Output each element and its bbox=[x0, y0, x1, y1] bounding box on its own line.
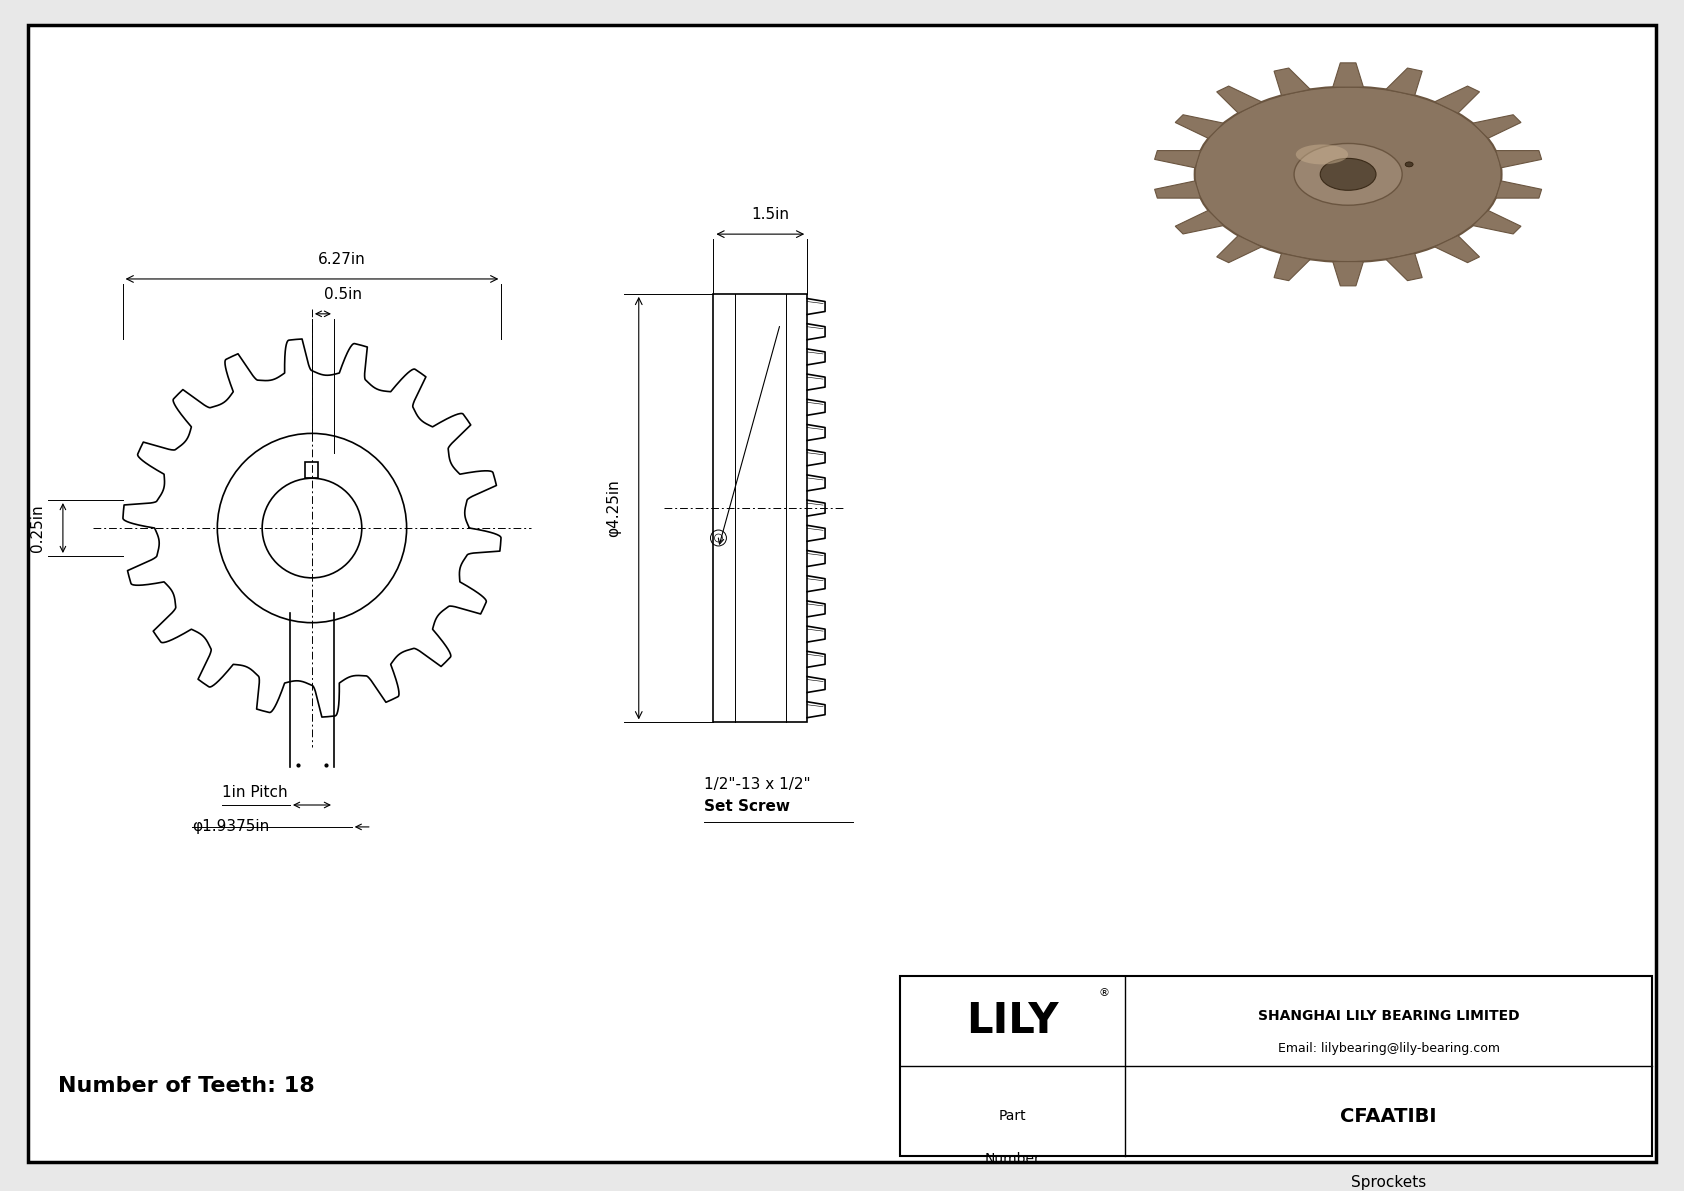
Ellipse shape bbox=[1320, 158, 1376, 191]
Text: 0.25in: 0.25in bbox=[30, 504, 45, 551]
Polygon shape bbox=[1175, 114, 1224, 138]
Polygon shape bbox=[1275, 254, 1310, 281]
Polygon shape bbox=[1495, 150, 1541, 168]
Text: 0.5in: 0.5in bbox=[323, 287, 362, 301]
Text: SHANGHAI LILY BEARING LIMITED: SHANGHAI LILY BEARING LIMITED bbox=[1258, 1009, 1519, 1023]
Text: Number: Number bbox=[985, 1152, 1041, 1166]
Text: Part: Part bbox=[999, 1109, 1027, 1123]
Ellipse shape bbox=[1295, 144, 1349, 164]
Polygon shape bbox=[1474, 114, 1521, 138]
Text: Number of Teeth: 18: Number of Teeth: 18 bbox=[57, 1075, 315, 1096]
Ellipse shape bbox=[1404, 162, 1413, 167]
Polygon shape bbox=[1474, 211, 1521, 233]
Polygon shape bbox=[1435, 236, 1480, 263]
Text: LILY: LILY bbox=[967, 1000, 1059, 1042]
Bar bbox=[714, 294, 807, 722]
Polygon shape bbox=[1435, 86, 1480, 113]
Polygon shape bbox=[1175, 211, 1224, 233]
Text: CFAATIBI: CFAATIBI bbox=[1340, 1106, 1436, 1125]
Text: Email: lilybearing@lily-bearing.com: Email: lilybearing@lily-bearing.com bbox=[1278, 1042, 1500, 1054]
Polygon shape bbox=[1332, 63, 1364, 87]
Text: Sprockets: Sprockets bbox=[1351, 1176, 1426, 1190]
Polygon shape bbox=[1275, 68, 1310, 95]
Polygon shape bbox=[1218, 86, 1261, 113]
Polygon shape bbox=[1495, 181, 1541, 198]
Ellipse shape bbox=[1293, 143, 1403, 205]
Polygon shape bbox=[1386, 68, 1423, 95]
Text: Set Screw: Set Screw bbox=[704, 799, 790, 813]
Polygon shape bbox=[1218, 236, 1261, 263]
Text: 6.27in: 6.27in bbox=[318, 252, 365, 267]
Text: 1in Pitch: 1in Pitch bbox=[222, 785, 288, 799]
Polygon shape bbox=[1386, 254, 1423, 281]
Polygon shape bbox=[1155, 181, 1201, 198]
Text: 1.5in: 1.5in bbox=[751, 207, 790, 223]
Ellipse shape bbox=[1194, 87, 1502, 262]
Polygon shape bbox=[1332, 262, 1364, 286]
Text: φ4.25in: φ4.25in bbox=[606, 479, 621, 537]
Polygon shape bbox=[1155, 150, 1201, 168]
Bar bbox=[899, 977, 1652, 1155]
Text: φ1.9375in: φ1.9375in bbox=[192, 819, 269, 835]
Text: ®: ® bbox=[1098, 989, 1110, 998]
Bar bbox=[305, 462, 318, 479]
Text: 1/2"-13 x 1/2": 1/2"-13 x 1/2" bbox=[704, 777, 810, 792]
